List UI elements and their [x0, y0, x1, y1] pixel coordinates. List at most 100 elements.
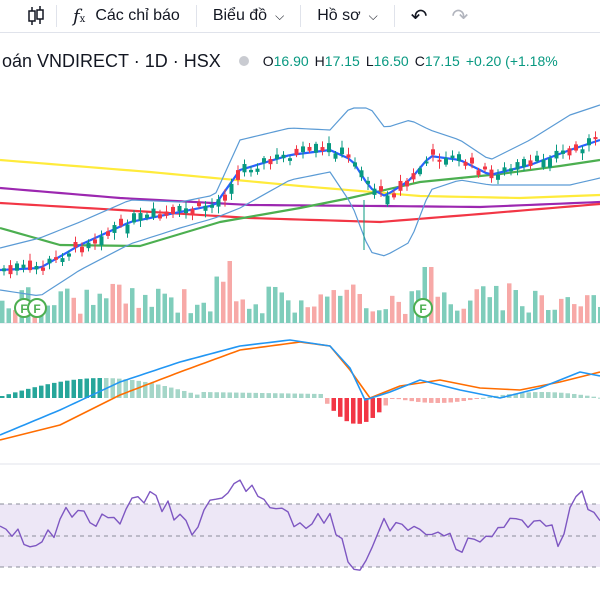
macd-histogram-bar	[533, 392, 538, 398]
volume-bar	[370, 311, 375, 323]
volume-bar	[513, 290, 518, 323]
volume-bar	[52, 305, 57, 323]
macd-histogram-bar	[266, 393, 271, 398]
candle-body	[528, 160, 533, 167]
event-marker-f[interactable]: F	[14, 298, 34, 318]
volume-bar	[39, 301, 44, 323]
macd-histogram-bar	[201, 392, 206, 398]
svg-text:F: F	[33, 302, 40, 316]
chart-menu-button[interactable]: Biểu đồ ⌵	[197, 0, 300, 32]
candle-body	[21, 264, 26, 268]
volume-bar	[175, 312, 180, 323]
volume-bar	[65, 288, 70, 323]
candle-body	[262, 158, 266, 163]
macd-histogram-bar	[45, 384, 50, 398]
candle-body	[210, 204, 214, 208]
volume-bar	[162, 293, 167, 323]
volume-bar	[403, 313, 408, 323]
macd-histogram-bar	[273, 393, 278, 398]
volume-bar	[442, 292, 447, 323]
candle-body	[197, 202, 201, 207]
candle-body	[294, 148, 299, 155]
volume-bar	[143, 294, 148, 323]
volume-bar	[227, 261, 232, 323]
volume-bar	[487, 297, 492, 323]
volume-bar	[474, 289, 479, 323]
macd-histogram-bar	[591, 396, 596, 398]
macd-histogram-bar	[19, 390, 24, 398]
candle-body	[470, 157, 474, 164]
volume-bar	[422, 267, 427, 323]
candle-body	[112, 225, 117, 233]
volume-bar	[526, 312, 531, 323]
macd-histogram-bar	[234, 392, 239, 398]
undo-button[interactable]: ↶	[395, 0, 442, 32]
volume-bar	[234, 301, 239, 323]
volume-bar	[6, 308, 11, 323]
macd-histogram-bar	[331, 398, 336, 411]
profile-menu-button[interactable]: Hồ sơ ⌵	[301, 0, 394, 32]
macd-histogram-bar	[182, 390, 187, 398]
indicators-button[interactable]: fx Các chỉ báo	[57, 0, 196, 32]
candle-body	[450, 155, 455, 159]
event-marker-f[interactable]: F	[27, 298, 47, 318]
volume-bar	[45, 305, 50, 323]
candle-body	[379, 186, 383, 192]
macd-histogram-bar	[247, 392, 252, 398]
macd-histogram-bar	[123, 379, 128, 398]
macd-histogram-bar	[507, 394, 512, 398]
profile-menu-label: Hồ sơ	[317, 7, 361, 24]
candle-body	[483, 166, 487, 170]
candle-style-button[interactable]	[0, 0, 56, 32]
candle-body	[236, 170, 240, 180]
volume-bar	[539, 295, 544, 323]
macd-histogram-bar	[461, 398, 466, 402]
macd-histogram-bar	[513, 393, 518, 398]
event-marker-f[interactable]: F	[413, 298, 433, 318]
macd-histogram-bar	[78, 379, 83, 398]
rsi-band	[0, 504, 600, 567]
volume-bar	[266, 286, 271, 323]
open-key: O	[262, 53, 274, 69]
macd-histogram-bar	[422, 398, 427, 403]
candle-body	[106, 231, 110, 236]
macd-histogram-bar	[416, 398, 421, 402]
macd-histogram-bar	[585, 395, 590, 398]
macd-histogram-bar	[32, 387, 37, 398]
macd-histogram-bar	[71, 379, 76, 398]
volume-bar	[331, 290, 336, 323]
candle-body	[405, 180, 409, 187]
volume-bar	[58, 291, 63, 323]
volume-bar	[357, 294, 362, 323]
undo-icon: ↶	[410, 5, 428, 28]
volume-bar	[19, 290, 24, 323]
candle-body	[229, 183, 234, 194]
volume-bar	[578, 306, 583, 323]
symbol-info-row: oán VNDIRECT · 1D · HSX O16.90 H17.15 L16.…	[0, 48, 600, 74]
macd-histogram-bar	[188, 392, 193, 398]
open-value: 16.90	[273, 53, 309, 69]
candle-body	[548, 158, 552, 168]
macd-histogram-bar	[292, 393, 297, 398]
candle-body	[2, 268, 6, 272]
ma-green-line	[0, 158, 600, 248]
candle-body	[593, 137, 598, 140]
ohlc-values: O16.90 H17.15 L16.50 C17.15 +0.20 (+1.18%	[263, 53, 558, 69]
rsi-line	[0, 479, 600, 571]
macd-histogram-bar	[162, 385, 167, 398]
volume-bar	[351, 284, 356, 323]
volume-bar	[507, 283, 512, 323]
macd-histogram-bar	[370, 398, 375, 418]
candle-body	[216, 199, 221, 207]
volume-bar	[253, 304, 258, 323]
volume-bar	[208, 311, 213, 323]
volume-bar	[572, 304, 577, 323]
macd-histogram-bar	[149, 383, 154, 398]
macd-histogram-bar	[104, 378, 109, 398]
volume-bar	[396, 301, 401, 323]
redo-button[interactable]: ↷	[441, 0, 478, 32]
candle-body	[288, 158, 292, 161]
candle-body	[184, 208, 188, 214]
volume-bar	[84, 289, 89, 323]
